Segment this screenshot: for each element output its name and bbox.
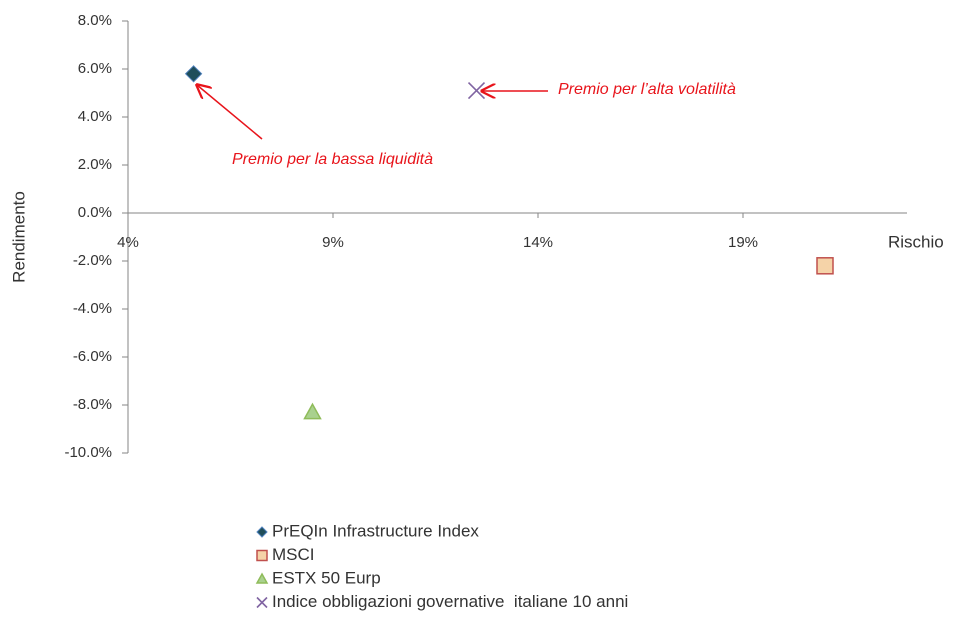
y-tick-label: -10.0% — [64, 444, 112, 461]
y-tick-label: -2.0% — [73, 252, 112, 269]
y-tick-label: -6.0% — [73, 348, 112, 365]
annotation: Premio per l’alta volatilità — [558, 81, 736, 98]
y-tick-label: -8.0% — [73, 396, 112, 413]
annotation-arrow — [197, 85, 263, 140]
y-tick-label: 2.0% — [78, 156, 112, 173]
y-axis-label: Rendimento — [9, 191, 28, 283]
y-tick-label: -4.0% — [73, 300, 112, 317]
annotation: Premio per la bassa liquidità — [232, 151, 433, 168]
y-tick-label: 8.0% — [78, 12, 112, 29]
x-tick-label: 4% — [117, 234, 139, 251]
legend-label: MSCI — [272, 545, 315, 564]
x-tick-label: 9% — [322, 234, 344, 251]
legend-label: ESTX 50 Eurp — [272, 568, 381, 587]
marker-x — [467, 82, 486, 100]
y-tick-label: 0.0% — [78, 204, 112, 221]
marker-diamond — [184, 65, 203, 83]
marker-triangle — [255, 572, 269, 584]
y-tick-label: 4.0% — [78, 108, 112, 125]
x-tick-label: 19% — [728, 234, 758, 251]
marker-diamond — [256, 526, 268, 538]
legend-label: Indice obbligazioni governative italiane… — [272, 592, 628, 611]
marker-square — [256, 549, 268, 562]
x-axis-label: Rischio — [888, 232, 944, 251]
x-tick-label: 14% — [523, 234, 553, 251]
marker-square — [816, 257, 834, 275]
marker-triangle — [303, 402, 322, 420]
marker-x — [256, 596, 268, 609]
legend-label: PrEQIn Infrastructure Index — [272, 521, 479, 540]
y-tick-label: 6.0% — [78, 60, 112, 77]
